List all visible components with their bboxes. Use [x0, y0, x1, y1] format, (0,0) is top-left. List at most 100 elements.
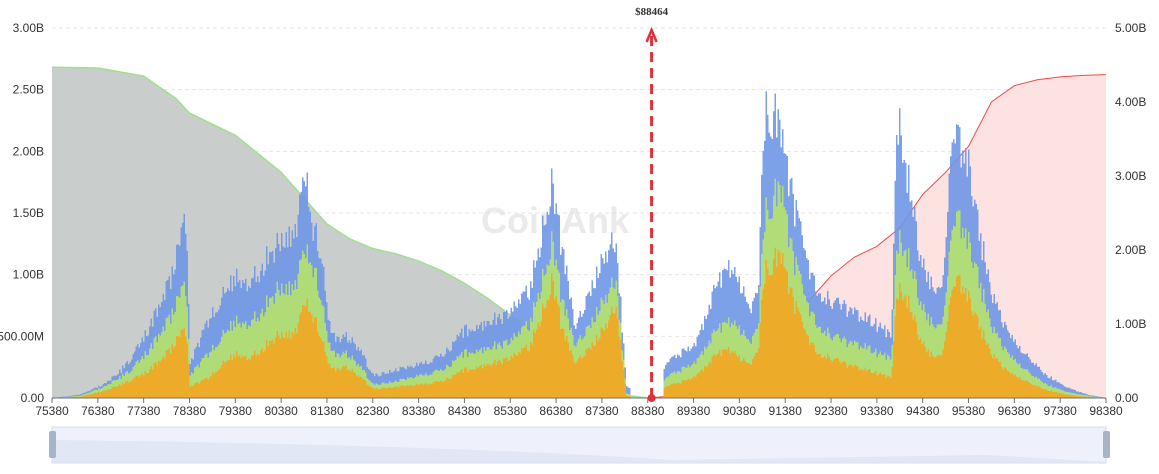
bar-low	[875, 371, 877, 398]
bar-low	[127, 381, 129, 398]
bar-low	[230, 355, 232, 398]
bar-low	[266, 340, 268, 398]
bar-low	[524, 348, 526, 398]
bar-low	[430, 384, 432, 398]
bar-low	[800, 314, 802, 398]
bar-low	[793, 297, 795, 398]
zoom-slider[interactable]	[49, 427, 1110, 463]
bar-low	[199, 384, 201, 398]
bar-low	[571, 350, 573, 398]
bar-low	[829, 357, 831, 398]
bar-low	[1022, 380, 1024, 398]
bar-low	[409, 386, 411, 398]
bar-low	[904, 297, 906, 398]
bar-low	[161, 359, 163, 398]
bar-low	[304, 305, 306, 398]
bar-low	[520, 354, 522, 398]
bar-low	[935, 358, 937, 398]
bar-low	[688, 378, 690, 398]
right-axis-tick-label: 4.00B	[1115, 95, 1146, 109]
bar-low	[313, 323, 315, 398]
bar-low	[593, 346, 595, 398]
bar-low	[745, 361, 747, 398]
bar-low	[367, 385, 369, 398]
bar-low	[830, 360, 832, 398]
x-axis-tick-label: 85380	[494, 404, 528, 418]
bar-low	[796, 301, 798, 398]
bar-low	[257, 354, 259, 398]
bar-low	[871, 373, 873, 398]
bar-low	[964, 294, 966, 398]
bar-low	[959, 275, 961, 398]
current-price-marker[interactable]: $88464	[635, 6, 669, 402]
x-axis-tick-label: 91380	[769, 404, 803, 418]
bar-low	[691, 379, 693, 398]
bar-low	[760, 322, 762, 398]
bar-low	[392, 388, 394, 398]
x-axis-tick-label: 88380	[631, 404, 665, 418]
bar-low	[481, 365, 483, 398]
bar-low	[388, 388, 390, 398]
bar-low	[274, 344, 276, 398]
bar-low	[517, 356, 519, 398]
bar-low	[892, 367, 894, 398]
bar-low	[472, 369, 474, 398]
bar-low	[268, 346, 270, 398]
bar-low	[509, 360, 511, 398]
bar-low	[475, 369, 477, 398]
bar-low	[118, 386, 120, 398]
bar-low	[758, 348, 760, 398]
x-axis-tick-label: 84380	[448, 404, 482, 418]
bar-low	[502, 364, 504, 398]
bar-low	[391, 388, 393, 398]
bar-low	[454, 375, 456, 398]
bar-low	[713, 354, 715, 398]
bar-low	[322, 341, 324, 398]
bar-low	[142, 373, 144, 398]
bar-low	[749, 364, 751, 398]
bar-low	[986, 345, 988, 398]
bar-low	[859, 370, 861, 398]
bar-low	[679, 383, 681, 398]
x-axis-tick-label: 78380	[173, 404, 207, 418]
bar-low	[305, 307, 307, 398]
bar-low	[860, 369, 862, 398]
bar-low	[223, 361, 225, 398]
bar-low	[386, 388, 388, 398]
bar-low	[748, 363, 750, 398]
bar-low	[130, 382, 132, 398]
x-axis-tick-label: 90380	[723, 404, 757, 418]
bar-low	[851, 365, 853, 398]
bar-low	[215, 372, 217, 398]
bar-low	[109, 389, 111, 398]
bar-low	[400, 385, 402, 398]
slider-handle-left[interactable]	[49, 431, 56, 458]
slider-handle-right[interactable]	[1103, 431, 1110, 458]
bar-low	[478, 368, 480, 398]
bar-low	[1058, 393, 1060, 398]
bar-low	[826, 359, 828, 398]
bar-low	[136, 376, 138, 398]
bar-low	[677, 383, 679, 398]
bar-low	[106, 391, 108, 398]
bar-low	[703, 371, 705, 398]
bar-low	[1012, 373, 1014, 398]
bar-low	[878, 374, 880, 398]
bar-low	[113, 387, 115, 398]
bar-low	[701, 369, 703, 398]
bar-low	[802, 322, 804, 398]
bar-low	[610, 315, 612, 398]
bar-low	[514, 353, 516, 398]
bar-low	[746, 363, 748, 398]
x-axis-tick-label: 97380	[1043, 404, 1077, 418]
bar-low	[970, 299, 972, 398]
bar-low	[241, 359, 243, 398]
bar-low	[619, 337, 621, 398]
bar-low	[347, 370, 349, 398]
bar-low	[493, 363, 495, 398]
bar-low	[407, 385, 409, 398]
bar-low	[397, 387, 399, 398]
bar-low	[310, 312, 312, 398]
bar-low	[1030, 383, 1032, 398]
bar-low	[676, 384, 678, 398]
